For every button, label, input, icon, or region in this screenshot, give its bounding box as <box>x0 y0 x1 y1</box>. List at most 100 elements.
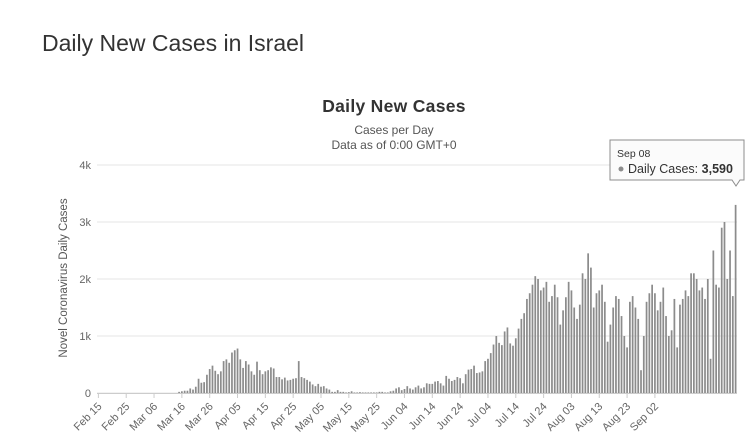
bar <box>245 361 247 393</box>
bar <box>654 293 656 393</box>
bar <box>186 390 189 393</box>
bar <box>492 344 495 393</box>
bar <box>420 388 423 393</box>
bar <box>712 250 715 393</box>
x-tick-label: May 15 <box>321 401 355 435</box>
bar <box>590 267 592 393</box>
x-tick-label: Jul 14 <box>493 401 522 430</box>
bar <box>673 298 676 393</box>
grid-lines <box>97 164 737 394</box>
bar <box>603 301 606 393</box>
bar <box>495 336 498 393</box>
bar <box>278 377 281 393</box>
x-tick-label: May 05 <box>293 401 327 435</box>
bar <box>370 392 372 393</box>
x-tick-label: May 25 <box>349 401 383 435</box>
bar <box>539 290 542 393</box>
bars <box>178 204 737 393</box>
bar <box>236 348 239 393</box>
bar <box>648 293 651 393</box>
tooltip-text: Daily Cases: 3,590 <box>628 162 733 176</box>
bar <box>679 304 681 393</box>
bar <box>392 390 395 393</box>
bar <box>445 375 448 393</box>
bar <box>281 379 283 393</box>
bar <box>270 367 272 393</box>
bar <box>425 383 428 393</box>
bar <box>720 227 723 393</box>
bar <box>715 284 717 393</box>
tooltip: Sep 08 Daily Cases: 3,590 <box>609 139 745 187</box>
bar <box>631 296 634 393</box>
bar <box>542 287 545 393</box>
bar <box>734 204 737 393</box>
bar <box>359 392 361 393</box>
bar <box>601 284 603 393</box>
bar <box>342 391 345 393</box>
bar <box>378 391 381 393</box>
bar <box>503 331 506 393</box>
bar <box>448 378 450 393</box>
bar <box>462 383 464 393</box>
bar <box>667 336 670 393</box>
x-tick-label: Sep 02 <box>628 401 661 434</box>
bar <box>336 390 339 393</box>
bar <box>353 392 356 393</box>
bar <box>659 301 662 393</box>
bar <box>520 318 523 393</box>
bar <box>637 318 640 393</box>
bar <box>731 296 734 393</box>
chart-title: Daily New Cases <box>322 96 466 116</box>
tooltip-date: Sep 08 <box>617 148 650 160</box>
chart-subtitle-1: Cases per Day <box>354 123 433 137</box>
bar <box>381 391 384 393</box>
bar <box>325 388 328 393</box>
bar <box>200 382 203 393</box>
bar <box>634 307 637 393</box>
bar <box>545 281 548 393</box>
bar <box>320 386 322 393</box>
bar <box>684 290 687 393</box>
bar <box>217 374 219 393</box>
bar <box>645 301 648 393</box>
bar <box>709 358 712 393</box>
x-tick-label: Aug 03 <box>544 401 577 434</box>
y-tick-label: 3k <box>79 217 91 229</box>
bar <box>267 370 269 393</box>
bar <box>534 276 537 393</box>
bar <box>670 330 673 393</box>
bar <box>375 392 378 393</box>
bar <box>428 383 431 393</box>
bar <box>595 293 598 393</box>
bar <box>258 370 261 393</box>
bar <box>548 301 551 393</box>
x-tick-label: Jun 24 <box>434 401 466 433</box>
bar <box>565 297 567 393</box>
bar <box>662 287 665 393</box>
bar <box>481 371 484 393</box>
bar <box>475 373 478 393</box>
bar <box>361 392 364 393</box>
tooltip-box <box>609 139 745 187</box>
bar <box>459 378 461 393</box>
bar <box>581 273 584 393</box>
bar <box>629 301 631 393</box>
x-tick-label: Aug 13 <box>572 401 605 434</box>
bar <box>576 318 578 393</box>
bar <box>283 377 286 393</box>
y-tick-label: 0 <box>85 388 91 400</box>
bar <box>317 383 320 393</box>
x-tick-label: Jun 14 <box>407 401 439 433</box>
bar <box>289 379 292 393</box>
bar <box>573 307 576 393</box>
bar <box>300 377 303 393</box>
bar <box>228 362 231 393</box>
bar <box>478 372 481 393</box>
bar <box>551 296 553 393</box>
bar <box>526 298 528 393</box>
bar <box>598 290 601 393</box>
bar <box>261 374 264 393</box>
bar <box>411 389 414 393</box>
y-tick-label: 2k <box>79 274 91 286</box>
bar <box>242 367 244 393</box>
